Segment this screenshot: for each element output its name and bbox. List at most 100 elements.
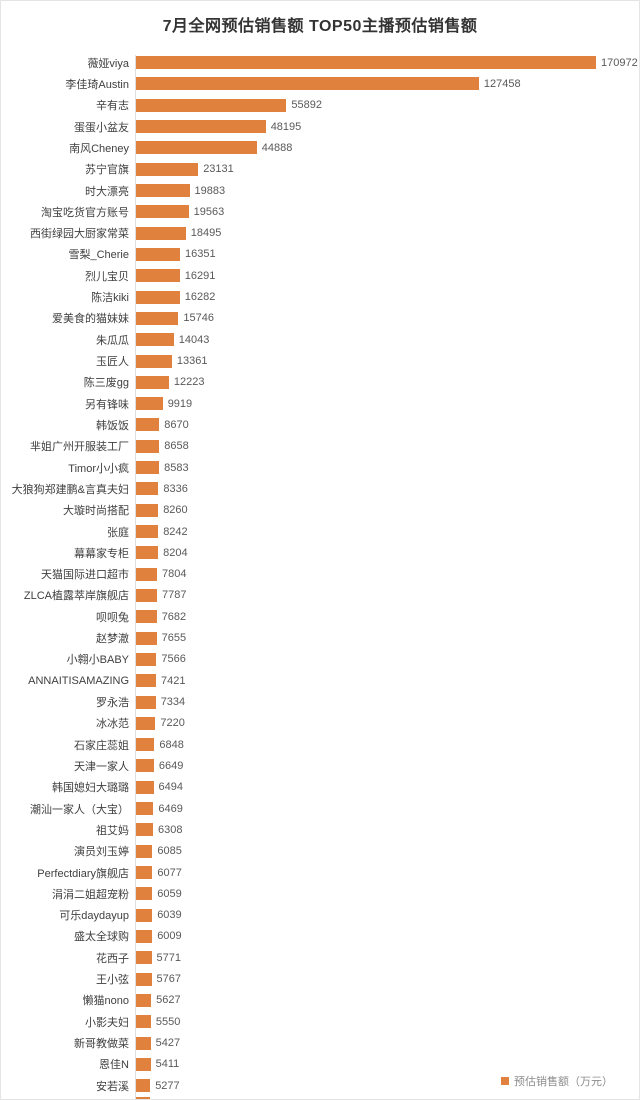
bar <box>136 993 152 1007</box>
bar-row: 新哥教做菜 5427 <box>1 1032 639 1053</box>
bar <box>136 759 154 773</box>
bar-row: 玉匠人 13361 <box>1 350 639 371</box>
bar-track: 7220 <box>136 716 639 730</box>
category-label: 懒猫nono <box>82 995 129 1008</box>
category-label: 苏宁官旗 <box>85 164 129 177</box>
bar-track: 16351 <box>136 247 639 261</box>
bar <box>136 588 157 602</box>
bar-track: 7421 <box>136 674 639 688</box>
legend-label: 预估销售额（万元） <box>514 1076 613 1088</box>
category-label: 赵梦澈 <box>96 633 129 646</box>
category-label: 安若溪 <box>96 1080 129 1093</box>
bar-track: 9919 <box>136 397 639 411</box>
bar-row: 懒猫nono 5627 <box>1 990 639 1011</box>
value-label: 9919 <box>167 397 193 410</box>
value-label: 5627 <box>156 994 181 1007</box>
bar <box>136 951 152 965</box>
category-label: 罗永浩 <box>96 697 129 710</box>
value-label: 55892 <box>291 99 322 112</box>
category-label: 涓涓二姐超宠粉 <box>52 888 129 901</box>
bar-track: 6469 <box>136 802 639 816</box>
category-label: 新哥教做菜 <box>74 1038 129 1051</box>
bar-row: 可乐daydayup 6039 <box>1 905 639 926</box>
category-label: 盛太全球购 <box>74 931 129 944</box>
bar <box>136 1036 151 1050</box>
value-label: 7566 <box>161 653 186 666</box>
value-label: 127458 <box>483 77 521 90</box>
bar-track: 7655 <box>136 631 639 645</box>
bar <box>136 802 154 816</box>
bar <box>136 226 186 240</box>
bar-track: 5411 <box>136 1057 639 1071</box>
bar <box>136 333 174 347</box>
bar-track: 13361 <box>136 354 639 368</box>
bar <box>136 652 157 666</box>
bar-row: 罗永浩 7334 <box>1 691 639 712</box>
value-label: 7220 <box>160 717 185 730</box>
bar-row: 蛋蛋小盆友 48195 <box>1 116 639 137</box>
bar-row: 恩佳N 5411 <box>1 1054 639 1075</box>
value-label: 7334 <box>160 696 186 709</box>
category-label: 可乐daydayup <box>59 910 129 923</box>
bar-row: Timor小小疯 8583 <box>1 457 639 478</box>
bar-track: 5277 <box>136 1079 639 1093</box>
category-label: 玉匠人 <box>96 356 129 369</box>
cutoff-bar-row50 <box>136 1097 151 1099</box>
value-label: 6494 <box>158 781 183 794</box>
category-label: 李佳琦Austin <box>65 78 129 91</box>
bar-row: 西街绿园大厨家常菜 18495 <box>1 223 639 244</box>
bar-row: 演员刘玉婷 6085 <box>1 841 639 862</box>
value-label: 23131 <box>203 163 234 176</box>
bar-track: 6077 <box>136 866 639 880</box>
bar <box>136 823 153 837</box>
bar <box>136 1057 151 1071</box>
category-label: 西街绿园大厨家常菜 <box>30 228 129 241</box>
value-label: 48195 <box>270 120 302 133</box>
bar-row: 芈姐广州开服装工厂 8658 <box>1 436 639 457</box>
bar <box>136 375 169 389</box>
bar <box>136 290 180 304</box>
value-label: 44888 <box>261 141 293 154</box>
value-label: 6059 <box>157 887 182 900</box>
category-label: 淘宝吃货官方账号 <box>41 206 129 219</box>
value-label: 5550 <box>155 1015 181 1028</box>
bar-row: 陈三废gg 12223 <box>1 372 639 393</box>
value-label: 170972 <box>601 56 638 69</box>
bar-track: 44888 <box>136 141 639 155</box>
bar <box>136 887 153 901</box>
bar-row: 祖艾妈 6308 <box>1 819 639 840</box>
category-label: 恩佳N <box>99 1059 129 1072</box>
value-label: 16351 <box>185 248 216 261</box>
category-label: 芈姐广州开服装工厂 <box>30 441 129 454</box>
category-label: 花西子 <box>96 952 129 965</box>
category-label: 烈儿宝贝 <box>85 270 129 283</box>
bar-row: 辛有志 55892 <box>1 95 639 116</box>
bar <box>136 162 199 176</box>
value-label: 8658 <box>164 440 189 453</box>
bar-track: 18495 <box>136 226 639 240</box>
value-label: 8583 <box>164 461 189 474</box>
value-label: 7655 <box>161 632 187 645</box>
bar-row: 呗呗兔 7682 <box>1 606 639 627</box>
value-label: 18495 <box>190 227 222 240</box>
bar-row: 赵梦澈 7655 <box>1 627 639 648</box>
value-label: 19883 <box>194 184 226 197</box>
bar-track: 8670 <box>136 418 639 432</box>
bar <box>136 610 157 624</box>
bar-row: 大璇时尚搭配 8260 <box>1 500 639 521</box>
category-label: 天猫国际进口超市 <box>41 569 129 582</box>
bar <box>136 56 596 70</box>
bar <box>136 311 179 325</box>
bar-track: 5767 <box>136 972 639 986</box>
value-label: 19563 <box>193 205 225 218</box>
bar-track: 16291 <box>136 269 639 283</box>
bar-track: 7682 <box>136 610 639 624</box>
category-label: 韩饭饭 <box>96 419 129 432</box>
bar <box>136 695 156 709</box>
value-label: 6039 <box>157 909 182 922</box>
chart-title: 7月全网预估销售额 TOP50主播预估销售额 <box>162 18 478 35</box>
legend: 预估销售额（万元） <box>501 1073 613 1089</box>
value-label: 7804 <box>162 568 187 581</box>
bar-track: 6085 <box>136 844 639 858</box>
value-label: 6308 <box>158 823 183 836</box>
